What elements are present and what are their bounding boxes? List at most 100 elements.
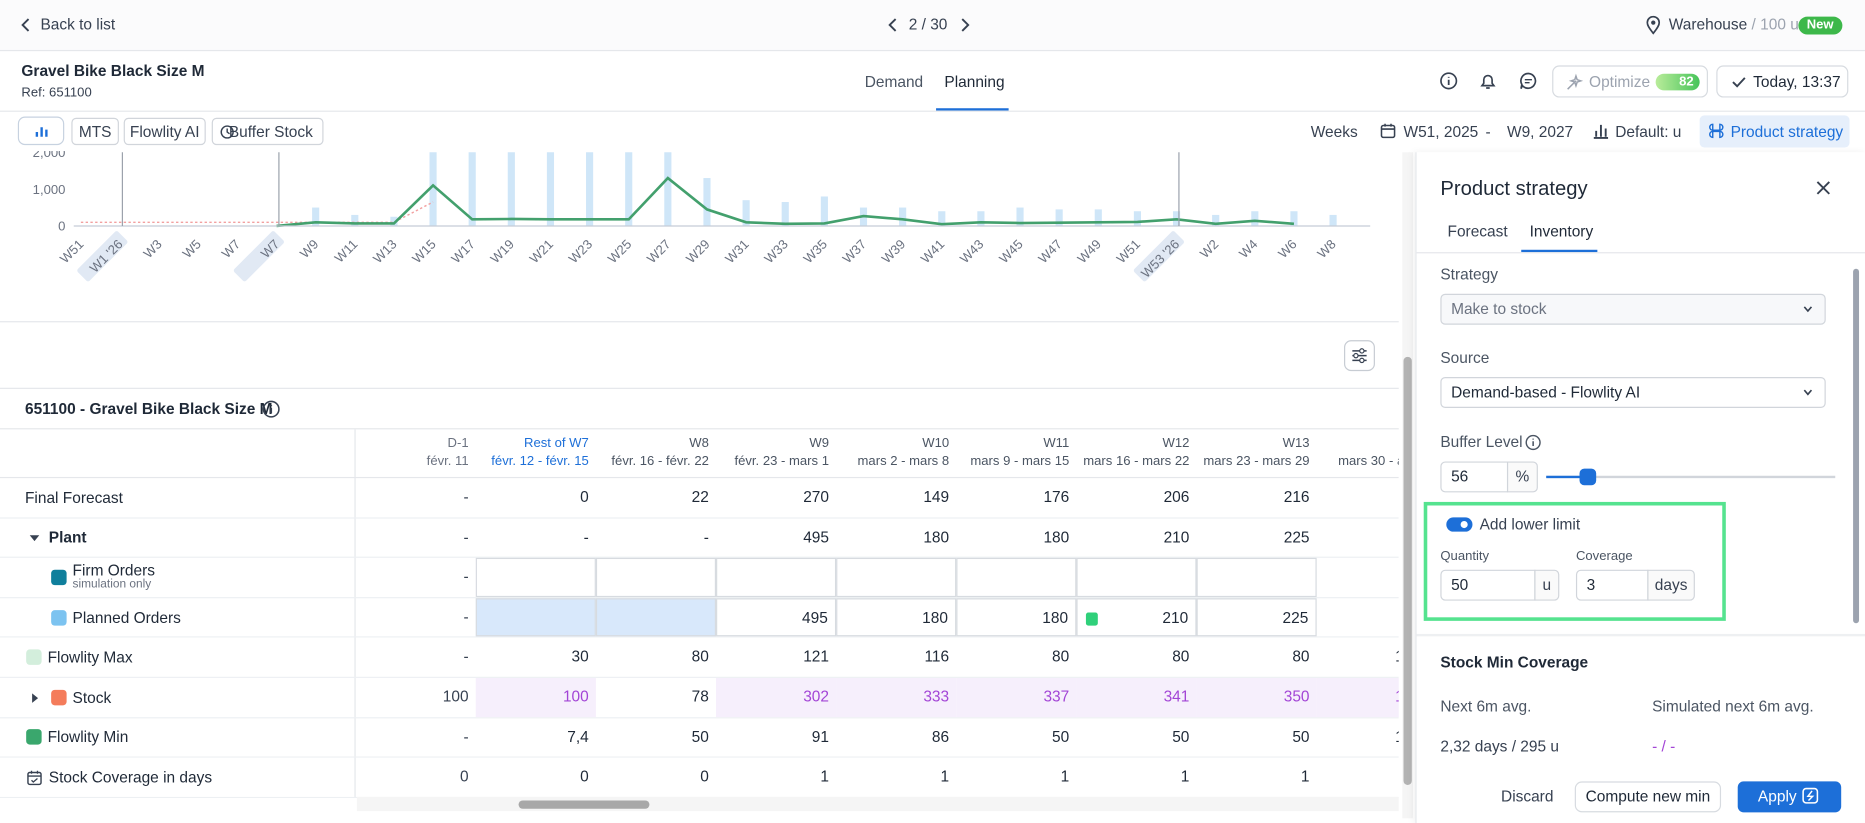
bar: [977, 211, 985, 226]
table-cell: 0: [460, 767, 469, 786]
column-week: W9: [809, 436, 830, 451]
panel-tab[interactable]: Forecast: [1447, 222, 1508, 241]
x-tick-label: W35: [800, 237, 830, 267]
bell-icon[interactable]: [1478, 71, 1497, 90]
close-icon[interactable]: [1816, 181, 1830, 195]
info-icon[interactable]: [1525, 434, 1542, 451]
next-icon[interactable]: [959, 18, 971, 32]
back-icon[interactable]: [20, 18, 32, 32]
discard-button[interactable]: Discard: [1501, 787, 1554, 806]
line: [276, 176, 1295, 228]
optimize-label: Optimize: [1589, 72, 1651, 91]
lower-limit-label: Add lower limit: [1479, 515, 1581, 533]
bar: [1251, 211, 1259, 226]
bar: [938, 211, 946, 226]
bar: [781, 202, 789, 226]
unit-select[interactable]: Default: u: [1615, 122, 1682, 141]
source-label: Source: [1440, 348, 1490, 367]
bar: [1329, 214, 1337, 226]
table-cell: 270: [803, 487, 830, 506]
bar: [742, 200, 750, 226]
coverage-label: Coverage: [1575, 549, 1633, 564]
divider: [0, 387, 1399, 389]
toggle[interactable]: [1446, 517, 1473, 532]
coverage-input[interactable]: 3: [1575, 569, 1649, 601]
table-cell: [1076, 558, 1197, 597]
slider-thumb[interactable]: [1579, 468, 1597, 486]
warehouse[interactable]: Warehouse / 100 u: [1669, 15, 1799, 34]
x-tick-label: W13: [370, 237, 400, 267]
today-button[interactable]: [1716, 65, 1849, 98]
table-cell: [595, 598, 717, 637]
chevron: [1803, 389, 1813, 396]
bar: [1290, 211, 1298, 226]
bar: [507, 152, 515, 226]
table-cell: 1: [1060, 767, 1070, 786]
slider-track[interactable]: [1546, 475, 1836, 479]
row-label: Stock: [72, 688, 112, 707]
table-cell: 180: [923, 527, 950, 546]
row-expander[interactable]: [29, 532, 41, 544]
header-divider: [0, 476, 1399, 479]
table-cell: [1317, 598, 1399, 637]
row-swatch: [26, 729, 42, 746]
h-scroll-thumb[interactable]: [518, 800, 650, 809]
tab-active[interactable]: Planning: [944, 72, 1005, 91]
back-link[interactable]: Back to list: [40, 15, 116, 34]
column-dates: mars 2 - mars 8: [857, 454, 950, 469]
column-week: W12: [1162, 436, 1190, 451]
row-swatch: [51, 689, 67, 706]
strategy-select[interactable]: Make to stock: [1440, 293, 1826, 325]
x-tick-label: W31: [722, 237, 752, 267]
quantity-input[interactable]: 50: [1440, 569, 1536, 601]
compute-button[interactable]: Compute new min: [1574, 781, 1722, 813]
bar: [468, 152, 476, 226]
panel-tab-active[interactable]: Inventory: [1529, 222, 1594, 241]
strategy-label: Product strategy: [1730, 122, 1844, 141]
chip[interactable]: MTS: [71, 117, 119, 146]
strategy-button[interactable]: [1699, 115, 1850, 148]
next-value: 2,32 days / 295 u: [1440, 737, 1560, 756]
apply-icon: [1802, 787, 1819, 804]
divider: [1416, 252, 1865, 254]
prev-icon[interactable]: [887, 18, 899, 32]
row-label: Firm Orders: [72, 561, 156, 580]
v-scroll-thumb[interactable]: [1403, 356, 1412, 786]
granularity[interactable]: Weeks: [1310, 122, 1358, 141]
table-cell: 100: [475, 677, 596, 717]
x-tick-label: W21: [527, 237, 557, 267]
info-icon[interactable]: [1439, 71, 1458, 90]
date-to[interactable]: W9, 2027: [1506, 122, 1574, 141]
y-tick-label: 0: [58, 219, 65, 234]
apply-button[interactable]: [1737, 781, 1842, 813]
quantity-label: Quantity: [1440, 549, 1490, 564]
column-dates: mars 30 - a: [1338, 454, 1399, 469]
source-select[interactable]: Demand-based - Flowlity AI: [1440, 377, 1826, 408]
date-from[interactable]: W51, 2025: [1403, 122, 1479, 141]
row-expander[interactable]: [29, 692, 41, 704]
pager: 2 / 30: [908, 15, 948, 34]
table-cell: 80: [1172, 647, 1190, 666]
column-week: Rest of W7: [524, 436, 589, 451]
chat-icon[interactable]: [1519, 71, 1538, 90]
x-tick-label: W8: [1314, 237, 1338, 261]
bar: [899, 207, 907, 226]
row-divider: [0, 596, 1399, 599]
info-icon[interactable]: [262, 400, 281, 419]
table-cell: 206: [1163, 487, 1190, 506]
panel-scroll-thumb[interactable]: [1853, 268, 1860, 624]
table-cell: 180: [956, 598, 1077, 637]
tab-underline: [936, 108, 1009, 111]
chip[interactable]: Buffer Stock: [211, 117, 324, 146]
x-tick-label: W33: [761, 237, 791, 267]
row-divider: [0, 756, 1399, 758]
bar: [1133, 211, 1141, 226]
tab[interactable]: Demand: [864, 72, 924, 91]
strategy-label: Strategy: [1440, 265, 1498, 284]
y-tick-label: 2,000: [33, 151, 66, 160]
buffer-input[interactable]: 56: [1440, 461, 1509, 493]
chip[interactable]: Flowlity AI: [123, 117, 206, 146]
table-cell: 495: [803, 527, 830, 546]
buffer-label: Buffer Level: [1440, 432, 1523, 451]
